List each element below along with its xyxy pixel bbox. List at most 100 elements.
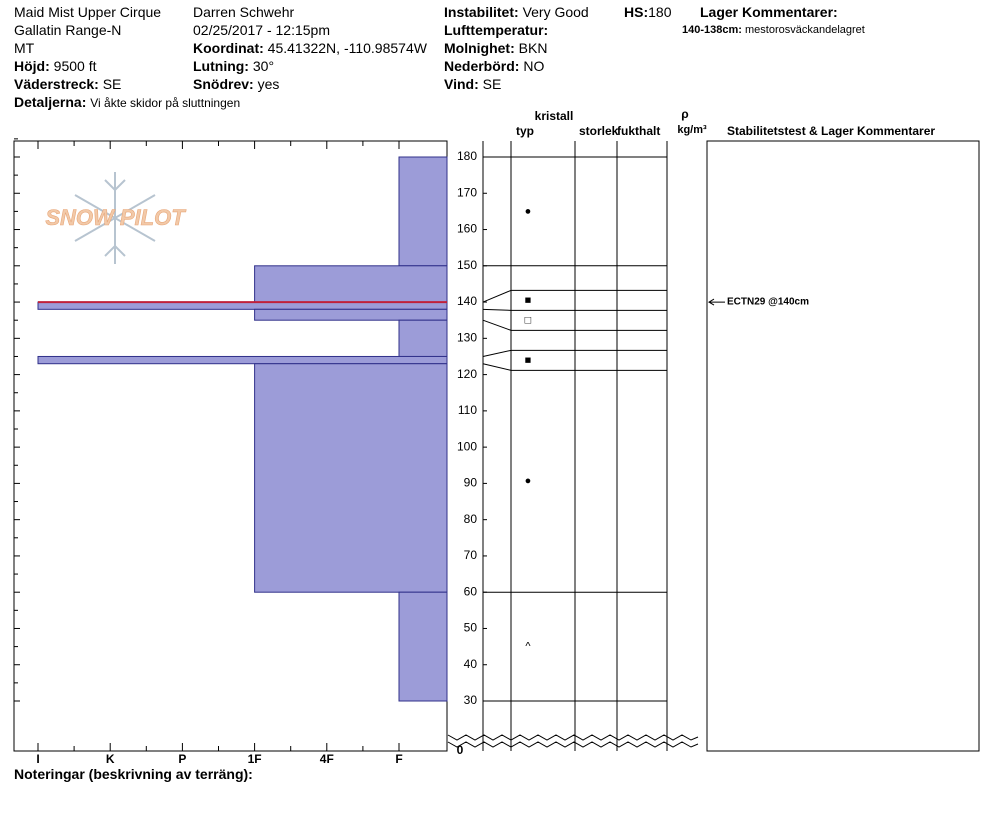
label: Höjd: bbox=[14, 58, 50, 74]
value: 9500 ft bbox=[53, 58, 97, 74]
value: 180 bbox=[648, 4, 672, 20]
state: MT bbox=[14, 40, 35, 56]
field: Vind: SE bbox=[444, 76, 501, 92]
field: Koordinat: 45.41322N, -110.98574W bbox=[193, 40, 427, 56]
y-tick-label: 110 bbox=[458, 403, 477, 417]
hardness-label: 4F bbox=[320, 752, 334, 766]
grain-symbol: ● bbox=[525, 475, 532, 487]
field: Instabilitet: Very Good bbox=[444, 4, 589, 20]
notes-label: Noteringar (beskrivning av terräng): bbox=[14, 766, 253, 782]
y-tick-label: 130 bbox=[457, 331, 477, 345]
value: BKN bbox=[518, 40, 548, 56]
column-header: fukthalt bbox=[617, 124, 660, 138]
y-tick-label: 140 bbox=[457, 294, 477, 308]
column-header: Stabilitetstest & Lager Kommentarer bbox=[727, 124, 935, 138]
hardness-bar bbox=[37, 301, 448, 310]
hardness-label: I bbox=[36, 752, 39, 766]
field: Nederbörd: NO bbox=[444, 58, 544, 74]
y-tick-label: 30 bbox=[464, 693, 478, 707]
field: Lutning: 30° bbox=[193, 58, 274, 74]
field: Snödrev: yes bbox=[193, 76, 279, 92]
column-header: kg/m³ bbox=[677, 124, 707, 136]
label: 140-138cm: bbox=[682, 24, 742, 36]
label: Lutning: bbox=[193, 58, 249, 74]
column-header: typ bbox=[516, 124, 534, 138]
y-tick-label: 60 bbox=[464, 584, 478, 598]
label: Lufttemperatur: bbox=[444, 22, 549, 38]
grain-symbol: ● bbox=[525, 205, 532, 217]
value: Vi åkte skidor på sluttningen bbox=[90, 96, 241, 110]
y-tick-label: 70 bbox=[464, 548, 478, 562]
axis-break bbox=[447, 734, 699, 748]
label: Detaljerna: bbox=[14, 94, 87, 110]
grain-symbol: ■ bbox=[525, 294, 532, 306]
y-tick-label: 80 bbox=[464, 512, 478, 526]
datetime: 02/25/2017 - 12:15pm bbox=[193, 22, 330, 38]
layer-comment: 140-138cm: mestorosväckandelagret bbox=[682, 24, 865, 36]
value: SE bbox=[102, 76, 122, 92]
hardness-bar bbox=[254, 265, 448, 303]
hardness-bar bbox=[398, 591, 448, 702]
hardness-bar bbox=[254, 363, 448, 593]
label: Molnighet: bbox=[444, 40, 515, 56]
snowflake bbox=[74, 194, 156, 242]
value: Very Good bbox=[522, 4, 589, 20]
label: Nederbörd: bbox=[444, 58, 520, 74]
column-header: ρ bbox=[681, 107, 688, 121]
label: Vind: bbox=[444, 76, 479, 92]
column-header: kristall bbox=[535, 109, 574, 123]
field: Lager Kommentarer: bbox=[700, 4, 838, 20]
grain-symbol: □ bbox=[525, 314, 532, 326]
test-label: ECTN29 @140cm bbox=[727, 297, 809, 308]
y-tick-label: 40 bbox=[464, 657, 478, 671]
label: Lager Kommentarer: bbox=[700, 4, 838, 20]
field: Höjd: 9500 ft bbox=[14, 58, 96, 74]
label: HS: bbox=[624, 4, 649, 20]
y-tick-label: 90 bbox=[464, 476, 478, 490]
field: Väderstreck: SE bbox=[14, 76, 121, 92]
y-tick-label: 150 bbox=[457, 258, 477, 272]
hardness-label: 1F bbox=[248, 752, 262, 766]
y-tick-label: 180 bbox=[457, 149, 477, 163]
field: HS:180 bbox=[624, 4, 671, 20]
y-tick-label: 50 bbox=[464, 621, 478, 635]
grain-symbol: ■ bbox=[525, 354, 532, 366]
label: Snödrev: bbox=[193, 76, 254, 92]
comments-frame bbox=[706, 140, 980, 752]
field: Molnighet: BKN bbox=[444, 40, 547, 56]
value: NO bbox=[523, 58, 545, 74]
hardness-label: K bbox=[106, 752, 115, 766]
value: 30° bbox=[252, 58, 275, 74]
column-header: storlek bbox=[579, 124, 619, 138]
hardness-bar bbox=[398, 156, 448, 267]
hardness-bar bbox=[254, 308, 448, 321]
y-tick-label: 160 bbox=[457, 222, 477, 236]
observer: Darren Schwehr bbox=[193, 4, 295, 20]
y-tick-label: 170 bbox=[457, 185, 477, 199]
y-tick-label: 0 bbox=[457, 743, 464, 757]
hardness-bar bbox=[37, 355, 448, 365]
grain-symbol: ^ bbox=[525, 641, 531, 653]
hardness-label: F bbox=[395, 752, 402, 766]
hardness-label: P bbox=[178, 752, 186, 766]
location: Maid Mist Upper Cirque bbox=[14, 4, 162, 20]
range: Gallatin Range-N bbox=[14, 22, 122, 38]
logo bbox=[74, 172, 156, 264]
value: yes bbox=[257, 76, 280, 92]
hardness-bar bbox=[398, 319, 448, 357]
value: 45.41322N, -110.98574W bbox=[267, 40, 427, 56]
field: Lufttemperatur: bbox=[444, 22, 548, 38]
label: Koordinat: bbox=[193, 40, 264, 56]
label: Väderstreck: bbox=[14, 76, 99, 92]
label: Instabilitet: bbox=[444, 4, 519, 20]
value: mestorosväckandelagret bbox=[745, 24, 865, 36]
logo-text: SNOW PILOT bbox=[45, 205, 186, 230]
value: SE bbox=[482, 76, 502, 92]
snowflake bbox=[104, 179, 126, 257]
y-tick-label: 120 bbox=[457, 367, 477, 381]
field: Detaljerna: Vi åkte skidor på sluttninge… bbox=[14, 94, 240, 110]
y-tick-label: 100 bbox=[457, 439, 477, 453]
test-arrow bbox=[708, 298, 725, 306]
